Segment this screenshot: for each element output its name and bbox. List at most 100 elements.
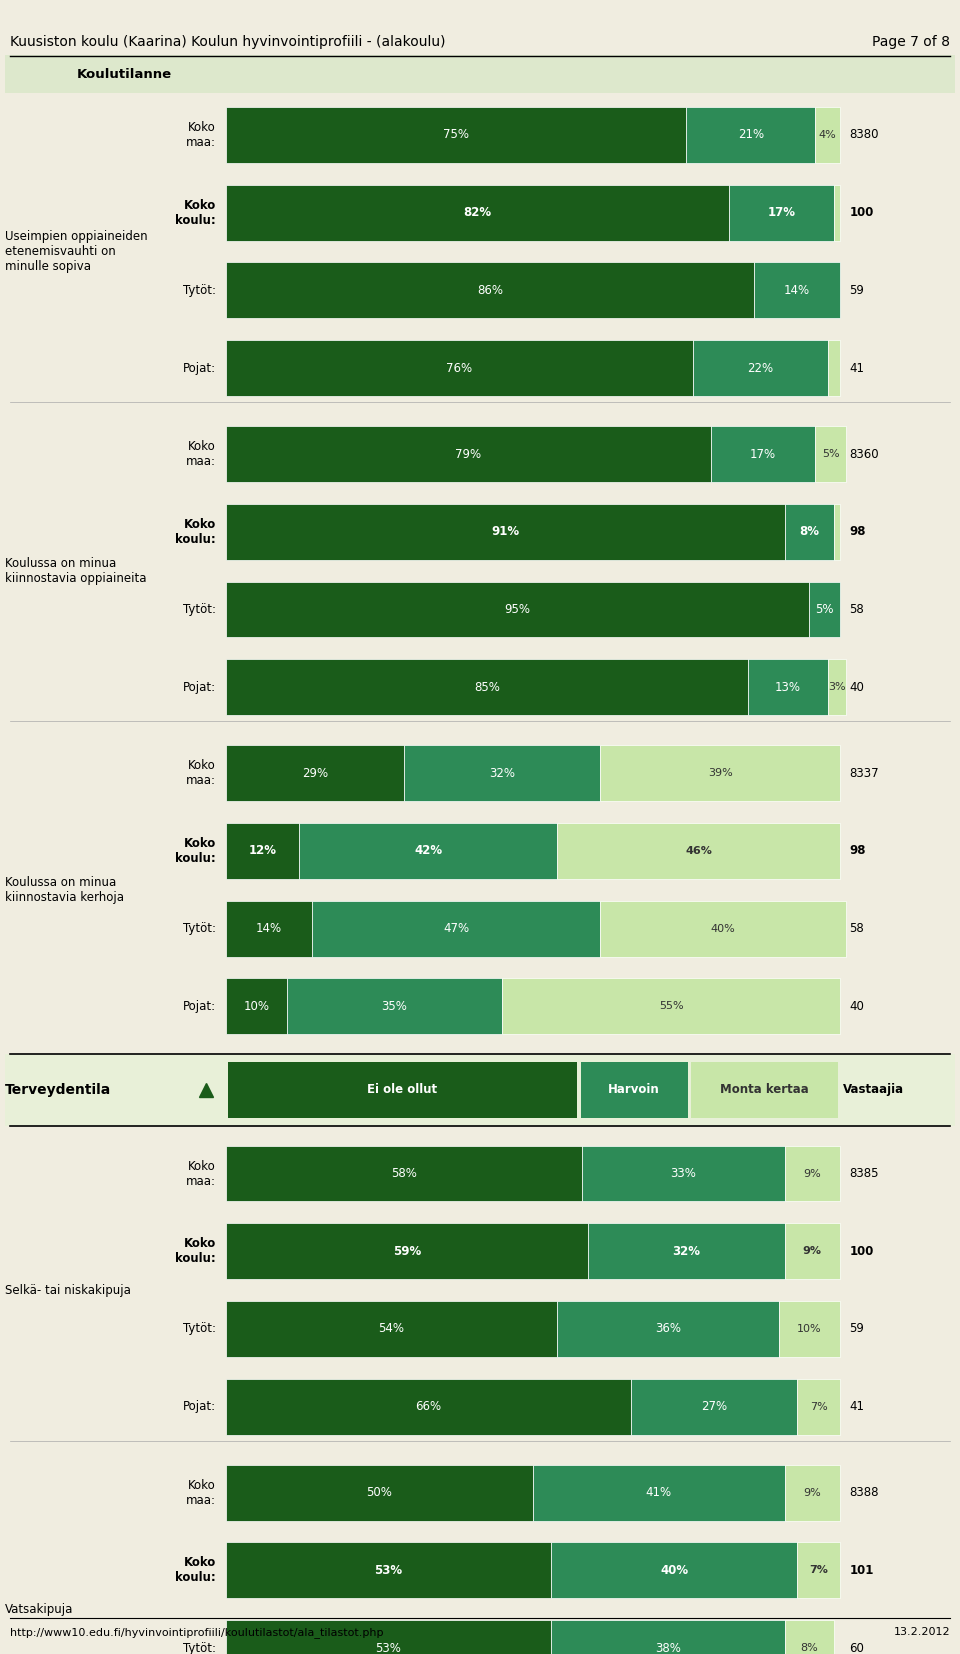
Bar xyxy=(226,1465,533,1520)
Bar xyxy=(404,746,600,801)
Text: 54%: 54% xyxy=(378,1323,404,1335)
Text: 86%: 86% xyxy=(477,284,503,296)
Text: Terveydentila: Terveydentila xyxy=(5,1083,111,1097)
Bar xyxy=(551,1621,784,1654)
Text: Harvoin: Harvoin xyxy=(609,1083,660,1097)
Text: Koko
maa:: Koko maa: xyxy=(186,1479,216,1507)
Text: 17%: 17% xyxy=(768,207,796,218)
Text: 10%: 10% xyxy=(243,1001,270,1012)
Text: 59%: 59% xyxy=(393,1245,421,1257)
Text: 21%: 21% xyxy=(738,129,764,141)
Bar xyxy=(754,263,840,318)
Text: Koulussa on minua
kiinnostavia oppiaineita: Koulussa on minua kiinnostavia oppiainei… xyxy=(5,557,146,584)
Text: 3%: 3% xyxy=(828,681,846,693)
Text: Tytöt:: Tytöt: xyxy=(183,284,216,296)
Bar xyxy=(226,1543,551,1598)
Text: Koko
koulu:: Koko koulu: xyxy=(176,837,216,865)
Text: 9%: 9% xyxy=(803,1245,822,1257)
Text: Tytöt:: Tytöt: xyxy=(183,1642,216,1654)
Bar xyxy=(784,1621,834,1654)
Text: Vatsakipuja: Vatsakipuja xyxy=(5,1603,73,1616)
Bar xyxy=(226,979,287,1034)
Text: 17%: 17% xyxy=(750,448,777,460)
Text: 59: 59 xyxy=(850,1323,864,1335)
Text: 47%: 47% xyxy=(443,923,469,935)
Text: 8337: 8337 xyxy=(850,767,879,779)
Bar xyxy=(502,979,840,1034)
Text: 42%: 42% xyxy=(415,845,443,857)
Bar xyxy=(582,1146,784,1201)
Text: 9%: 9% xyxy=(804,1168,821,1179)
Text: 40%: 40% xyxy=(660,1565,688,1576)
Bar xyxy=(711,427,815,481)
Bar xyxy=(588,1224,784,1279)
Text: 66%: 66% xyxy=(416,1401,442,1413)
Text: Pojat:: Pojat: xyxy=(182,1401,216,1413)
Text: 22%: 22% xyxy=(747,362,773,374)
Text: 76%: 76% xyxy=(446,362,472,374)
Text: 36%: 36% xyxy=(655,1323,681,1335)
Text: 98: 98 xyxy=(850,526,866,538)
Text: 32%: 32% xyxy=(672,1245,701,1257)
Text: Kuusiston koulu (Kaarina) Koulun hyvinvointiprofiili - (alakoulu): Kuusiston koulu (Kaarina) Koulun hyvinvo… xyxy=(10,35,445,48)
Bar xyxy=(226,824,300,878)
Bar xyxy=(730,185,834,240)
Text: 12%: 12% xyxy=(249,845,276,857)
Bar xyxy=(226,901,312,956)
Bar xyxy=(5,55,955,94)
Bar xyxy=(226,341,692,395)
Text: Koko
koulu:: Koko koulu: xyxy=(176,198,216,227)
Text: 8360: 8360 xyxy=(850,448,879,460)
Bar xyxy=(226,1224,588,1279)
Bar xyxy=(797,1543,840,1598)
Bar xyxy=(558,824,840,878)
Bar xyxy=(784,1465,840,1520)
Text: 58%: 58% xyxy=(391,1168,417,1179)
Text: 27%: 27% xyxy=(701,1401,727,1413)
Text: 98: 98 xyxy=(850,845,866,857)
Text: 41%: 41% xyxy=(646,1487,672,1499)
Text: 58: 58 xyxy=(850,923,864,935)
Bar xyxy=(815,427,846,481)
Bar xyxy=(631,1379,797,1434)
Text: Tytöt:: Tytöt: xyxy=(183,923,216,935)
Bar xyxy=(551,1543,797,1598)
Text: http://www10.edu.fi/hyvinvointiprofiili/koulutilastot/ala_tilastot.php: http://www10.edu.fi/hyvinvointiprofiili/… xyxy=(10,1628,383,1637)
Text: Pojat:: Pojat: xyxy=(182,681,216,693)
Bar xyxy=(226,660,748,715)
Text: Koko
koulu:: Koko koulu: xyxy=(176,1556,216,1585)
Text: Koko
maa:: Koko maa: xyxy=(186,759,216,787)
Text: 8%: 8% xyxy=(800,526,819,538)
Text: Koulussa on minua
kiinnostavia kerhoja: Koulussa on minua kiinnostavia kerhoja xyxy=(5,877,124,903)
Text: 100: 100 xyxy=(850,207,874,218)
Bar xyxy=(779,1302,840,1356)
Text: Useimpien oppiaineiden
etenemisvauhti on
minulle sopiva: Useimpien oppiaineiden etenemisvauhti on… xyxy=(5,230,148,273)
Text: Monta kertaa: Monta kertaa xyxy=(720,1083,809,1097)
Text: 40: 40 xyxy=(850,681,864,693)
Text: 5%: 5% xyxy=(822,448,840,460)
Bar xyxy=(226,746,404,801)
Text: 79%: 79% xyxy=(455,448,481,460)
Bar xyxy=(226,1146,582,1201)
Text: Koko
maa:: Koko maa: xyxy=(186,440,216,468)
Text: Koko
koulu:: Koko koulu: xyxy=(176,1237,216,1265)
Text: 4%: 4% xyxy=(819,129,836,141)
Bar xyxy=(287,979,502,1034)
Bar xyxy=(226,427,711,481)
Bar xyxy=(226,1621,551,1654)
Text: 38%: 38% xyxy=(655,1642,681,1654)
Bar xyxy=(226,185,730,240)
Text: 58: 58 xyxy=(850,604,864,615)
Text: 10%: 10% xyxy=(797,1323,822,1335)
Bar xyxy=(600,746,840,801)
Text: Koko
koulu:: Koko koulu: xyxy=(176,518,216,546)
Text: 33%: 33% xyxy=(670,1168,696,1179)
Text: 85%: 85% xyxy=(474,681,499,693)
Bar xyxy=(784,1146,840,1201)
Bar xyxy=(691,1062,838,1118)
Bar xyxy=(828,660,846,715)
Text: 59: 59 xyxy=(850,284,864,296)
Text: 8380: 8380 xyxy=(850,129,879,141)
Text: 95%: 95% xyxy=(504,604,531,615)
Bar xyxy=(226,504,784,559)
